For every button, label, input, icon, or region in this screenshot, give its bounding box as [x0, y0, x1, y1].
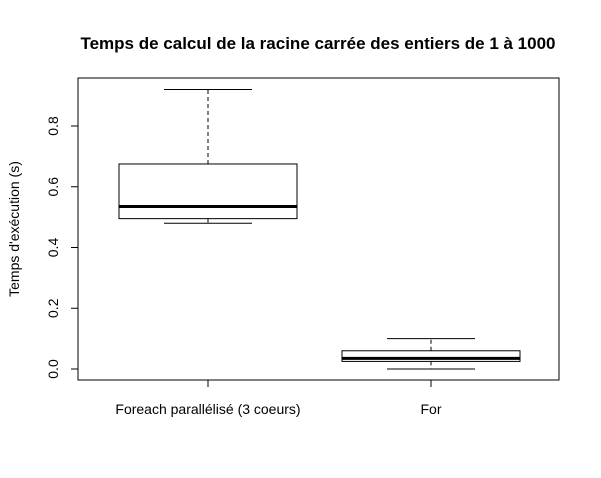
iqr-box [118, 163, 298, 220]
x-axis: Foreach parallélisé (3 coeurs) For [115, 379, 442, 417]
box-2 [341, 338, 521, 370]
y-axis: 0.0 0.2 0.4 0.6 0.8 [45, 116, 79, 379]
box-1 [118, 89, 298, 224]
y-tick-label: 0.4 [45, 238, 61, 258]
iqr-box [341, 350, 521, 362]
plot-frame [77, 77, 560, 381]
x-tick-label: Foreach parallélisé (3 coeurs) [115, 401, 300, 417]
y-tick-label: 0.0 [45, 359, 61, 379]
x-tick-label: For [421, 401, 442, 417]
chart-title: Temps de calcul de la racine carrée des … [80, 34, 555, 53]
y-axis-label: Temps d'exécution (s) [6, 161, 22, 297]
y-tick-label: 0.2 [45, 298, 61, 318]
box-group [118, 89, 521, 370]
y-tick-label: 0.6 [45, 177, 61, 197]
y-tick-label: 0.8 [45, 116, 61, 136]
